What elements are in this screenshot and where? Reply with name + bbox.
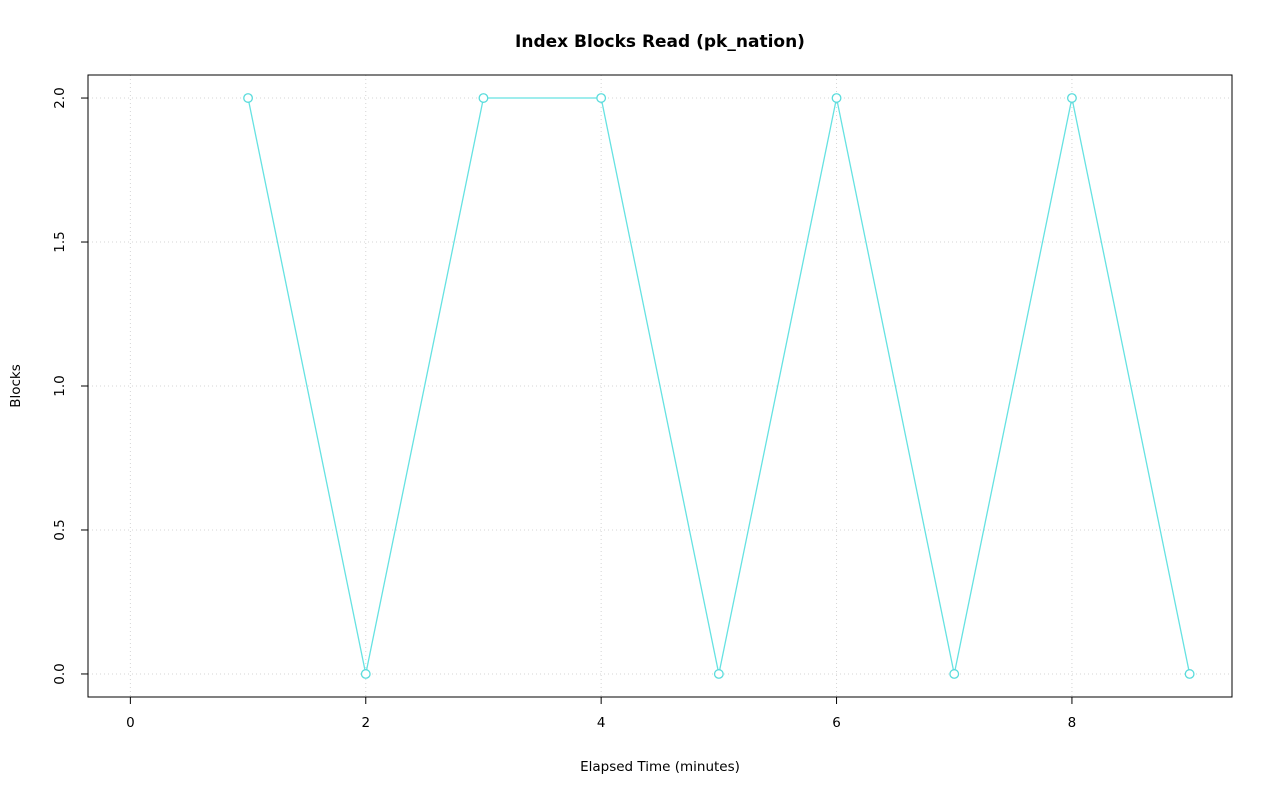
x-tick-label: 6	[832, 715, 841, 731]
x-tick-label: 8	[1068, 715, 1077, 731]
y-tick-label: 1.0	[52, 375, 68, 396]
x-tick-label: 2	[361, 715, 370, 731]
plot-layers: 0 2 4 6 8 0.0 0.5 1.0 1.5 2.0	[52, 74, 1233, 731]
y-tick-label: 0.0	[52, 663, 68, 684]
chart-title: Index Blocks Read (pk_nation)	[515, 32, 805, 52]
y-tick-label: 2.0	[52, 87, 68, 108]
data-point	[1066, 93, 1077, 103]
y-tick-label: 0.5	[52, 519, 68, 540]
data-point	[478, 93, 489, 103]
data-point	[1184, 669, 1195, 679]
y-tick-label: 1.5	[52, 231, 68, 252]
data-point	[596, 93, 607, 103]
x-tick-label: 0	[126, 715, 135, 731]
data-point	[360, 669, 371, 679]
x-tick-label: 4	[597, 715, 606, 731]
data-point	[713, 669, 724, 679]
data-point	[243, 93, 254, 103]
data-point	[949, 669, 960, 679]
y-axis-label: Blocks	[8, 364, 24, 408]
data-point	[831, 93, 842, 103]
x-axis-label: Elapsed Time (minutes)	[580, 759, 740, 775]
